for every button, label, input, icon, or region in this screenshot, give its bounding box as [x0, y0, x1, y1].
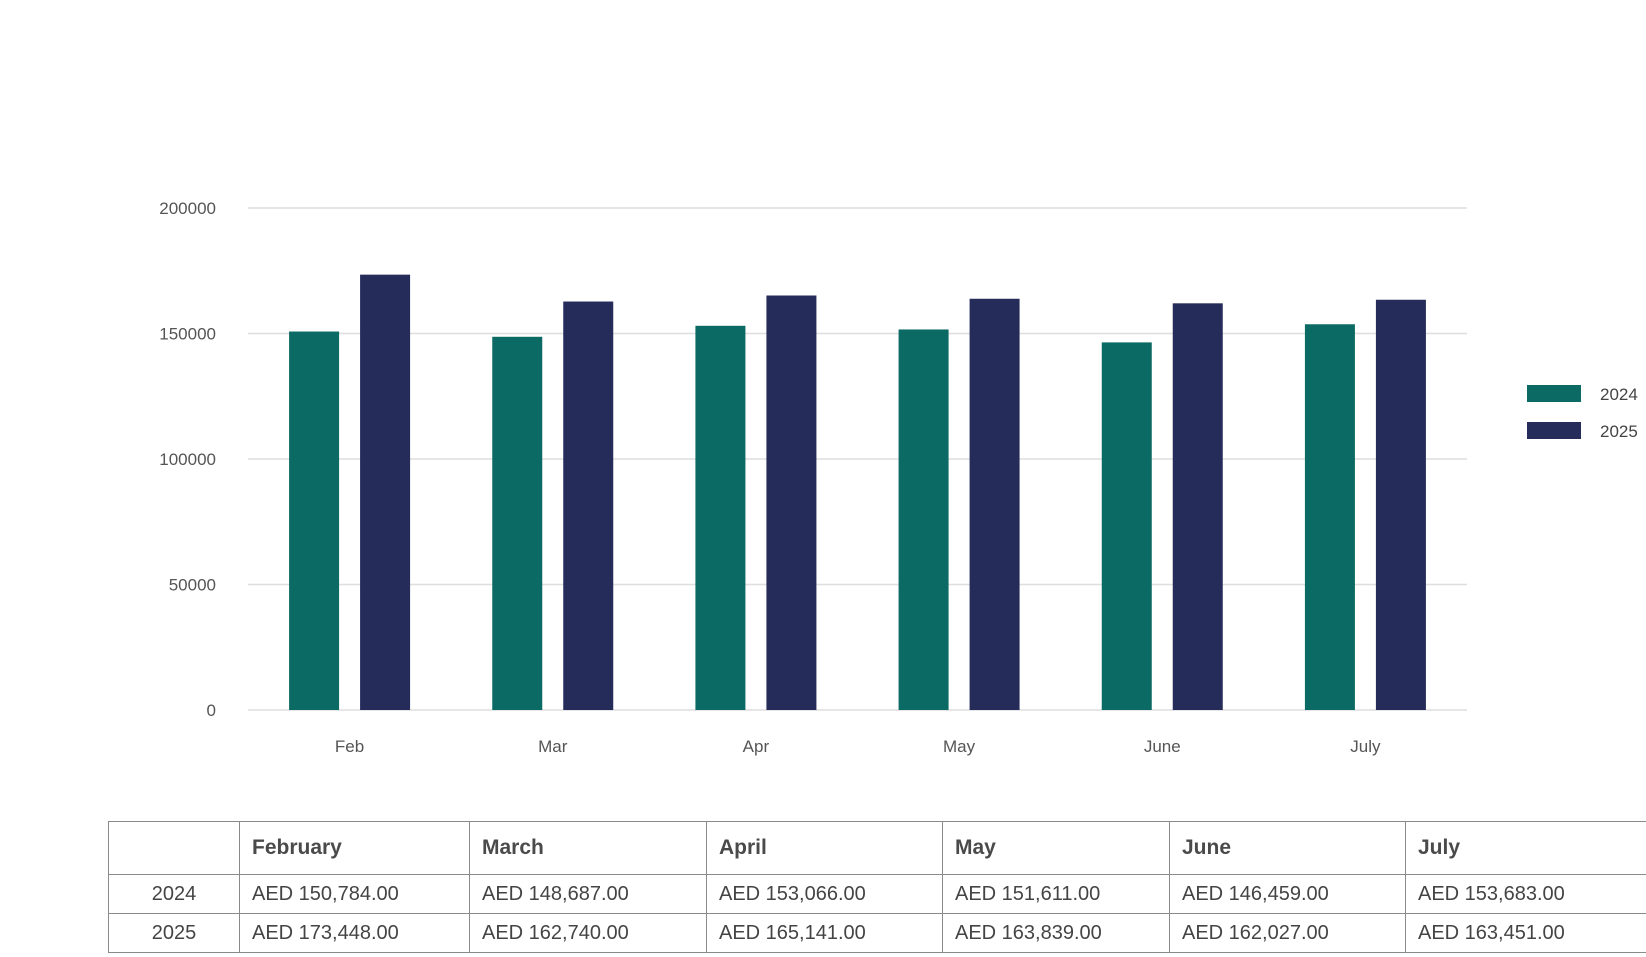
table-header-cell — [108, 821, 240, 875]
bar-2025-July — [1375, 299, 1426, 710]
x-axis-ticks: Feb Mar Apr May June July — [335, 737, 1381, 756]
table-header-cell: April — [706, 821, 943, 875]
bar-2024-Mar — [492, 336, 543, 710]
table-cell: AED 153,683.00 — [1405, 874, 1646, 914]
bar-2024-Feb — [289, 331, 340, 710]
table-cell: AED 173,448.00 — [239, 913, 470, 953]
bar-2024-May — [898, 329, 949, 710]
bar-2024-June — [1101, 342, 1152, 710]
table-row-label: 2025 — [108, 913, 240, 953]
x-tick-label: May — [943, 737, 976, 756]
table-header-cell: July — [1405, 821, 1646, 875]
table-header-cell: March — [469, 821, 707, 875]
bar-chart: 0 50000 100000 150000 200000 Feb Mar Apr May Jun… — [159, 199, 1638, 756]
x-tick-label: Feb — [335, 737, 364, 756]
table-cell: AED 153,066.00 — [706, 874, 943, 914]
table-header-cell: February — [239, 821, 470, 875]
table-header-row: February March April May June July — [108, 821, 1646, 875]
bar-2025-Mar — [563, 301, 614, 710]
bar-2025-May — [969, 298, 1020, 710]
bar-2024-Apr — [695, 325, 746, 710]
y-tick-label: 150000 — [159, 325, 216, 344]
y-tick-label: 200000 — [159, 199, 216, 218]
table-cell: AED 165,141.00 — [706, 913, 943, 953]
bar-2025-Apr — [766, 295, 817, 710]
x-tick-label: June — [1144, 737, 1181, 756]
y-tick-label: 100000 — [159, 450, 216, 469]
table-cell: AED 162,027.00 — [1169, 913, 1406, 953]
bar-2025-June — [1172, 303, 1223, 710]
gridlines — [248, 207, 1467, 711]
bar-2025-Feb — [360, 274, 411, 710]
x-tick-label: Apr — [743, 737, 770, 756]
table-cell: AED 162,740.00 — [469, 913, 707, 953]
table-cell: AED 146,459.00 — [1169, 874, 1406, 914]
bar-2024-July — [1304, 324, 1355, 710]
legend-label-2024: 2024 — [1600, 385, 1638, 404]
table-row: 2025 AED 173,448.00 AED 162,740.00 AED 1… — [108, 913, 1646, 953]
table-cell: AED 151,611.00 — [942, 874, 1170, 914]
table-row-label: 2024 — [108, 874, 240, 914]
bars — [289, 274, 1426, 710]
legend-swatch-2024 — [1527, 385, 1581, 402]
y-tick-label: 50000 — [169, 576, 216, 595]
x-tick-label: Mar — [538, 737, 568, 756]
table-cell: AED 150,784.00 — [239, 874, 470, 914]
x-tick-label: July — [1350, 737, 1381, 756]
y-axis-ticks: 0 50000 100000 150000 200000 — [159, 199, 216, 720]
legend-swatch-2025 — [1527, 422, 1581, 439]
table-row: 2024 AED 150,784.00 AED 148,687.00 AED 1… — [108, 874, 1646, 914]
table-cell: AED 163,451.00 — [1405, 913, 1646, 953]
legend: 2024 2025 — [1527, 385, 1638, 441]
y-tick-label: 0 — [207, 701, 216, 720]
data-table: February March April May June July 2024 … — [108, 821, 1646, 953]
legend-label-2025: 2025 — [1600, 422, 1638, 441]
table-cell: AED 163,839.00 — [942, 913, 1170, 953]
table-cell: AED 148,687.00 — [469, 874, 707, 914]
table-header-cell: May — [942, 821, 1170, 875]
table-header-cell: June — [1169, 821, 1406, 875]
